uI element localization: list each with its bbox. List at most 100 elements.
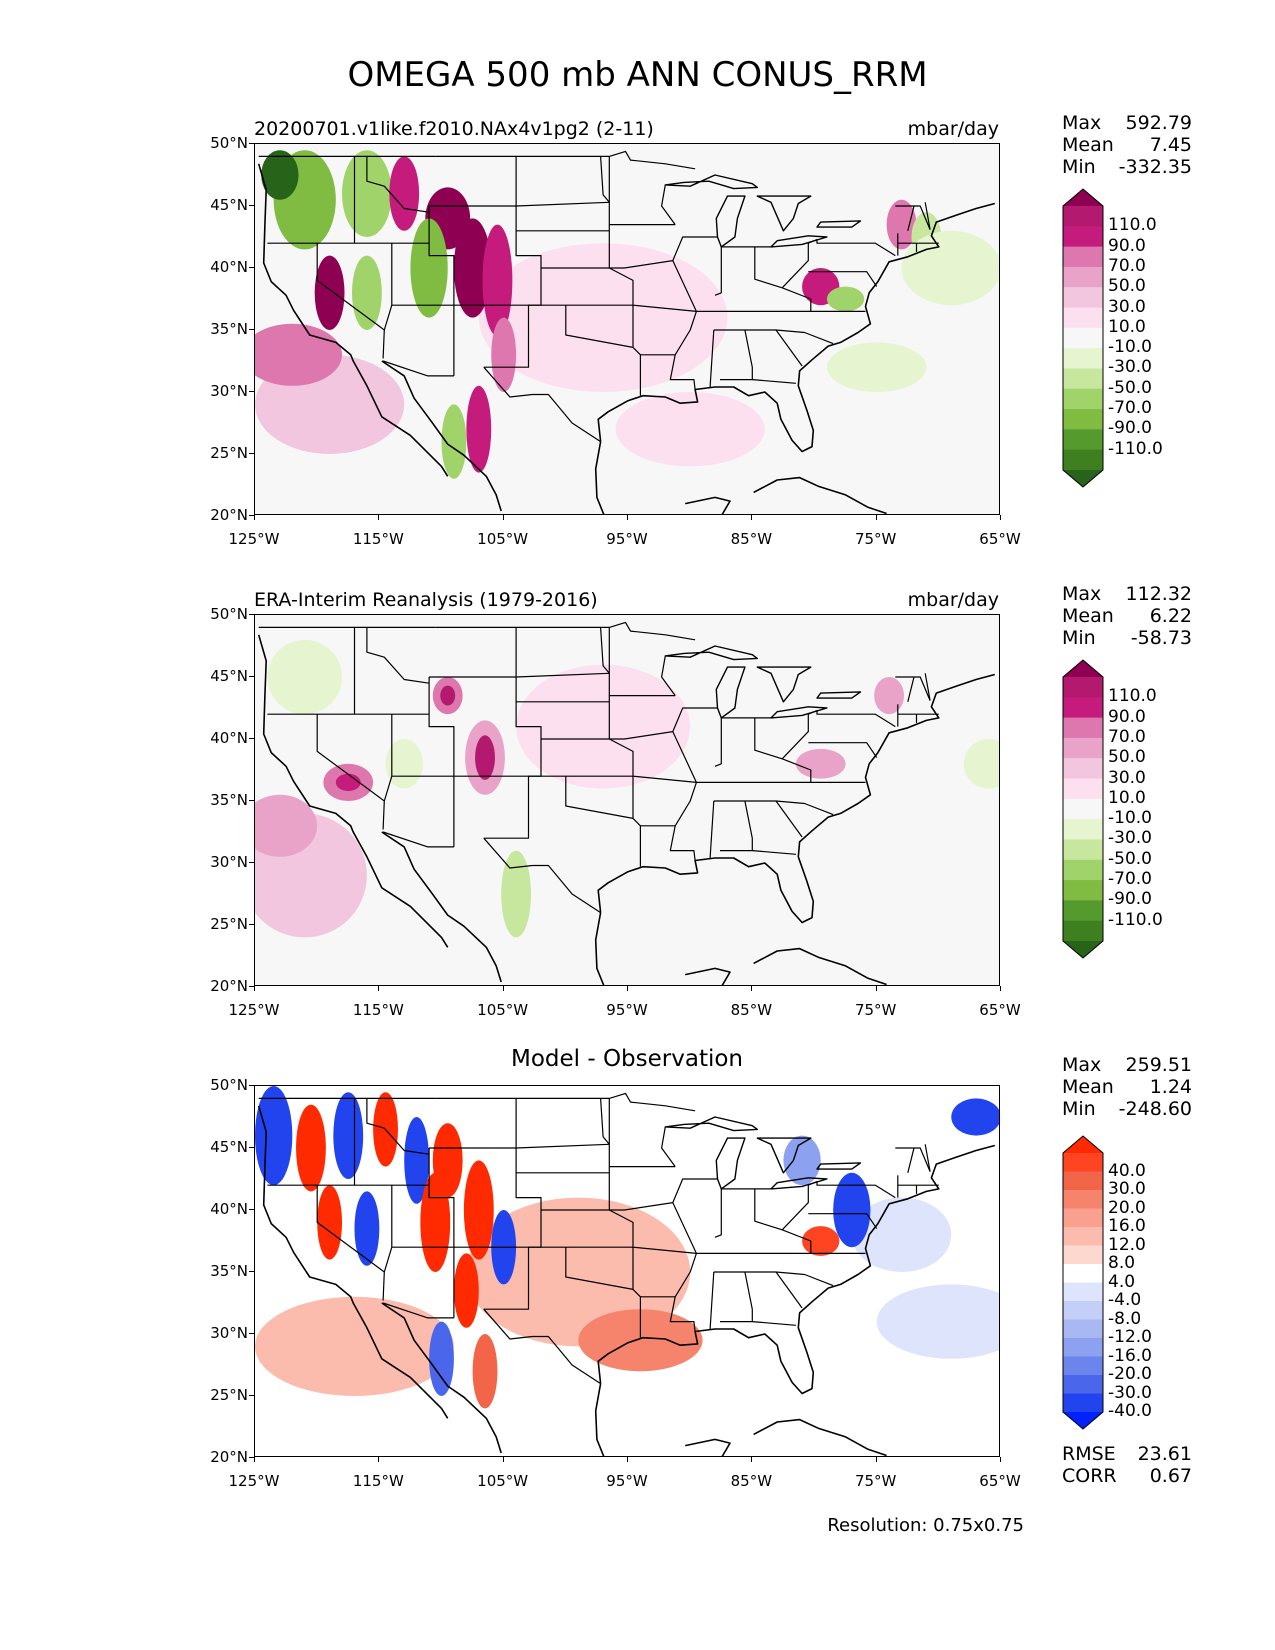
field-contour: [802, 1226, 840, 1256]
field-contour: [475, 735, 495, 780]
colorbar-segment: [1063, 798, 1103, 820]
y-tick-mark: [249, 800, 254, 801]
colorbar-level-label: 110.0: [1108, 686, 1157, 707]
field-contour: [795, 748, 846, 779]
x-tick-mark: [502, 515, 504, 520]
colorbar-segment: [1063, 307, 1103, 329]
x-tick-mark: [627, 515, 628, 520]
coastline: [257, 1105, 449, 1419]
y-tick-mark: [249, 1209, 254, 1210]
map-model: [254, 143, 1000, 515]
x-tick-mark: [254, 1457, 255, 1462]
state-border: [775, 800, 803, 838]
state-border: [775, 1271, 803, 1309]
map-obs: [254, 614, 1000, 986]
stat-label: Max: [1062, 1054, 1102, 1076]
colorbar-segment: [1063, 900, 1103, 922]
field-contour: [255, 1086, 293, 1186]
colorbar-segment: [1063, 388, 1103, 410]
stat-label: Mean: [1062, 1076, 1114, 1098]
x-tick-label: 65°W: [979, 1001, 1021, 1019]
coastline: [597, 1144, 996, 1395]
colorbar-outline: [1062, 659, 1104, 959]
x-tick-label: 75°W: [854, 1472, 897, 1490]
colorbar-level-label: -50.0: [1108, 377, 1152, 398]
great-lake: [664, 1116, 758, 1132]
stat-value: -58.73: [1130, 627, 1192, 649]
field-contour: [876, 1284, 999, 1359]
colorbar-level-label: -30.0: [1108, 357, 1152, 378]
x-tick-mark: [751, 1457, 753, 1462]
colorbar-level-label: 50.0: [1108, 747, 1146, 768]
x-tick-label: 75°W: [854, 1001, 897, 1019]
colorbar-level-label: 8.0: [1108, 1253, 1136, 1273]
stat-label: Max: [1062, 583, 1102, 605]
x-tick-label: 95°W: [606, 530, 648, 548]
colorbar-segment: [1063, 1393, 1103, 1413]
state-border: [709, 1271, 715, 1330]
coastline: [594, 1383, 605, 1456]
state-border: [366, 1098, 430, 1155]
coastline: [685, 1438, 731, 1456]
colorbar-svg: [1062, 188, 1104, 488]
x-tick-label: 125°W: [228, 1001, 280, 1019]
x-tick-mark: [627, 986, 628, 991]
great-lake: [816, 691, 862, 699]
y-tick-mark: [249, 391, 254, 392]
geography: [257, 621, 996, 985]
field-contour: [482, 224, 513, 337]
coastline: [753, 947, 887, 985]
colorbar-segment: [1063, 1319, 1103, 1339]
colorbar-segment: [1063, 1375, 1103, 1394]
field-contour: [420, 1172, 451, 1272]
colorbar-level-label: -70.0: [1108, 398, 1152, 419]
field-contour: [453, 218, 492, 318]
field-contour: [951, 1098, 999, 1136]
colorbar-segment: [1063, 246, 1103, 268]
field-contour: [333, 1092, 364, 1179]
state-border: [661, 184, 676, 225]
y-tick-mark: [249, 986, 254, 987]
colorbar: 40.0 30.0 20.0 16.0 12.0 8.0 4.0 -4.0 -8.0 -12.0-…: [1062, 1135, 1152, 1430]
state-border: [382, 243, 393, 359]
y-tick-mark: [249, 862, 254, 863]
colorbar-level-label: -70.0: [1108, 869, 1152, 890]
colorbar-level-label: 70.0: [1108, 726, 1146, 747]
state-border: [600, 627, 610, 674]
y-tick-label: 20°N: [210, 506, 248, 524]
colorbar-segment: [1063, 1338, 1103, 1357]
geography: [257, 1092, 996, 1456]
field-contour: [463, 1160, 494, 1260]
state-border: [541, 731, 673, 740]
field-contour: [886, 199, 917, 250]
state-border: [895, 205, 931, 230]
state-border: [366, 156, 430, 213]
field-contour: [441, 404, 467, 479]
coastline: [753, 1418, 887, 1456]
field-contour: [354, 1191, 380, 1266]
state-border: [661, 1126, 676, 1167]
state-border: [600, 156, 610, 203]
state-border: [600, 1098, 610, 1145]
colorbar-segment: [1063, 287, 1103, 309]
field-contour: [851, 1197, 952, 1272]
colorbar-segment: [1063, 737, 1103, 759]
stat-label: Mean: [1062, 134, 1114, 156]
state-border: [661, 655, 676, 696]
field-contour: [389, 156, 420, 231]
x-tick-label: 105°W: [477, 1472, 529, 1490]
coastline: [381, 831, 502, 983]
colorbar-extend-max: [1063, 189, 1103, 206]
y-tick-label: 30°N: [210, 1324, 248, 1342]
state-border: [709, 329, 715, 388]
field-contours: [255, 615, 999, 985]
state-border: [435, 150, 696, 170]
great-lake: [770, 1177, 828, 1190]
x-tick-mark: [751, 986, 753, 991]
colorbar-svg: [1062, 659, 1104, 959]
great-lake: [715, 666, 746, 719]
state-border: [672, 1178, 718, 1203]
field-contour: [501, 850, 532, 938]
field-contours: [255, 1086, 999, 1456]
x-tick-label: 105°W: [477, 530, 529, 548]
